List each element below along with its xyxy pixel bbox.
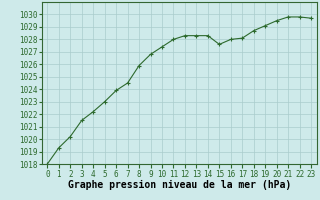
X-axis label: Graphe pression niveau de la mer (hPa): Graphe pression niveau de la mer (hPa) <box>68 180 291 190</box>
